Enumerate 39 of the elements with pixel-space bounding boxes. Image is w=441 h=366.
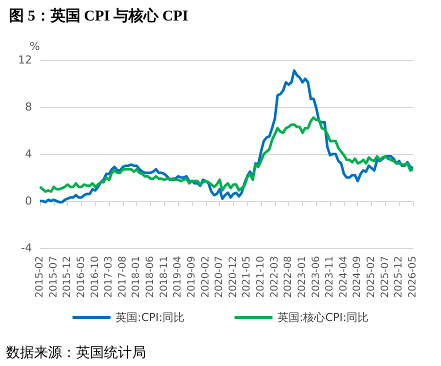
y-tick-label: 0 xyxy=(25,194,32,208)
y-tick-label: 12 xyxy=(18,54,32,66)
x-tick-label: 2025-02 xyxy=(366,256,378,298)
x-tick-label: 2019-04 xyxy=(172,256,184,298)
x-tick-label: 2023-01 xyxy=(296,256,308,298)
legend-label: 英国:CPI:同比 xyxy=(116,311,185,324)
x-tick-label: 2016-05 xyxy=(76,256,87,298)
x-tick-label: 2020-02 xyxy=(200,256,212,298)
x-tick-label: 2023-06 xyxy=(310,256,322,298)
line-series xyxy=(38,116,414,193)
x-tick-label: 2023-11 xyxy=(324,256,336,298)
y-tick-label: 4 xyxy=(25,148,32,160)
x-tick-label: 2020-07 xyxy=(214,256,226,298)
x-tick-label: 2018-06 xyxy=(145,256,156,298)
x-tick-label: 2024-04 xyxy=(338,256,350,298)
x-tick-label: 2025-12 xyxy=(394,256,405,298)
y-tick-label: -4 xyxy=(21,242,32,254)
x-tick-label: 2022-03 xyxy=(269,256,280,298)
x-tick-label: 2017-03 xyxy=(104,256,115,298)
y-tick-label: 8 xyxy=(25,100,32,114)
x-tick-label: 2021-05 xyxy=(242,256,253,298)
x-tick-label: 2018-11 xyxy=(158,256,170,298)
x-tick-label: 2018-01 xyxy=(131,256,142,298)
legend-label: 英国:核心CPI:同比 xyxy=(278,311,368,324)
x-tick-label: 2015-02 xyxy=(34,256,46,298)
x-tick-label: 2025-07 xyxy=(380,256,391,298)
x-tick-label: 2026-05 xyxy=(408,256,418,298)
x-tick-label: 2021-10 xyxy=(256,256,267,298)
x-tick-label: 2022-08 xyxy=(283,256,294,298)
x-tick-label: 2020-12 xyxy=(228,256,239,298)
x-tick-label: 2015-07 xyxy=(48,256,60,298)
x-tick-label: 2016-10 xyxy=(90,256,101,298)
chart-title: 图 5：英国 CPI 与核心 CPI xyxy=(9,6,188,24)
y-axis-title: % xyxy=(30,40,40,53)
x-tick-label: 2024-09 xyxy=(352,256,364,298)
x-tick-label: 2019-09 xyxy=(186,256,198,298)
x-tick-label: 2017-08 xyxy=(117,256,128,298)
x-tick-label: 2015-12 xyxy=(62,256,74,298)
source-note: 数据来源：英国统计局 xyxy=(6,345,146,361)
